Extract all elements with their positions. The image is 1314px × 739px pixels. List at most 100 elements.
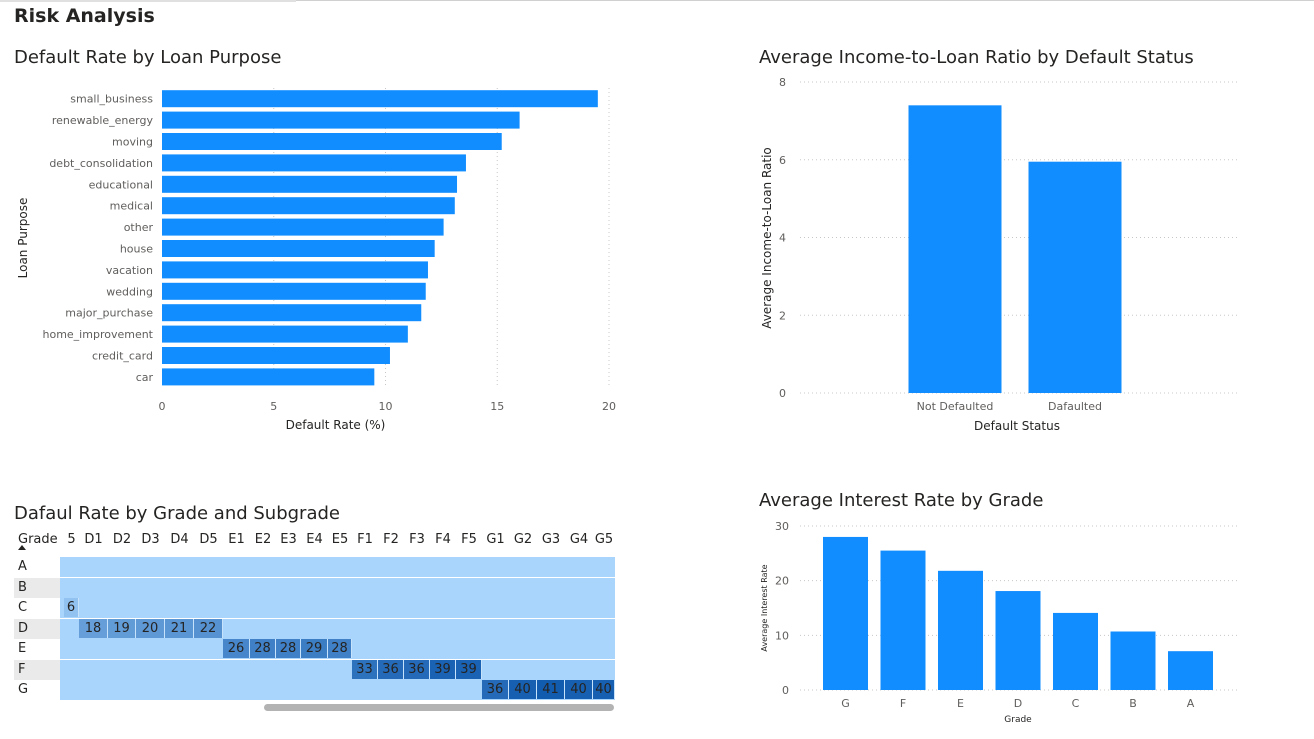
matrix-column-header: 5 bbox=[67, 532, 76, 547]
matrix-row-label: A bbox=[14, 557, 60, 577]
bar-medical bbox=[162, 197, 455, 215]
y-tick-label: major_purchase bbox=[65, 307, 153, 320]
matrix-cell[interactable]: 40 bbox=[509, 680, 537, 699]
chart-title-interest-by-grade: Average Interest Rate by Grade bbox=[759, 490, 1044, 511]
matrix-cell[interactable]: 36 bbox=[482, 680, 509, 699]
x-tick-label: Dafaulted bbox=[1048, 400, 1102, 413]
matrix-row-a[interactable]: A bbox=[14, 557, 615, 577]
bar-grade-e bbox=[938, 570, 983, 690]
bar-moving bbox=[162, 133, 502, 150]
x-tick-label: E bbox=[957, 697, 964, 710]
y-tick-label: 30 bbox=[775, 520, 789, 533]
matrix-column-header: D5 bbox=[199, 532, 218, 547]
y-tick-label: moving bbox=[112, 136, 153, 149]
matrix-cell[interactable]: 39 bbox=[430, 659, 456, 679]
matrix-horizontal-scrollbar[interactable] bbox=[264, 704, 614, 711]
matrix-row-label: B bbox=[14, 577, 60, 598]
matrix-cell[interactable]: 21 bbox=[165, 618, 194, 638]
matrix-cell[interactable]: 29 bbox=[301, 639, 328, 658]
matrix-cell[interactable]: 18 bbox=[79, 618, 108, 638]
matrix-cell[interactable]: 36 bbox=[404, 659, 430, 679]
grade-subgrade-matrix[interactable]: Grade 5 D1 D2 D3 D4 D5 E1 E2 E3 E4 E5 F1 F2 F3 F4 F5 G1 G2… bbox=[14, 529, 615, 711]
bar-house bbox=[162, 240, 435, 257]
matrix-column-header: D3 bbox=[141, 532, 160, 547]
bar-other bbox=[162, 218, 444, 236]
y-axis-title: Average Income-to-Loan Ratio bbox=[760, 147, 774, 329]
matrix-cell[interactable]: 6 bbox=[64, 598, 79, 617]
x-tick-label: 5 bbox=[270, 400, 277, 413]
x-tick-label: D bbox=[1014, 697, 1022, 710]
bar-major-purchase bbox=[162, 304, 422, 322]
y-tick-label: other bbox=[124, 221, 154, 234]
matrix-column-header: F3 bbox=[409, 532, 425, 547]
matrix-column-header: E2 bbox=[254, 532, 272, 547]
bar-grade-g bbox=[823, 536, 868, 690]
x-tick-label: G bbox=[841, 697, 850, 710]
bar-grade-b bbox=[1110, 631, 1156, 690]
matrix-cell-strip: 26 28 28 29 28 bbox=[60, 639, 615, 659]
y-axis-title: Loan Purpose bbox=[16, 198, 30, 279]
y-tick-label: 0 bbox=[782, 684, 789, 697]
y-tick-label: wedding bbox=[106, 285, 153, 298]
y-tick-label: credit_card bbox=[92, 350, 153, 363]
matrix-row-f[interactable]: F 33 36 36 39 39 bbox=[14, 659, 615, 680]
bar-debt-consolidation bbox=[162, 154, 466, 172]
matrix-cell[interactable]: 39 bbox=[456, 659, 482, 679]
matrix-cell[interactable]: 28 bbox=[276, 639, 301, 658]
chart-title-income-to-loan: Average Income-to-Loan Ratio by Default … bbox=[759, 47, 1194, 68]
x-axis-title: Default Rate (%) bbox=[286, 418, 386, 432]
matrix-column-header: G1 bbox=[486, 532, 505, 547]
matrix-row-label: E bbox=[14, 639, 60, 659]
matrix-row-d[interactable]: D 18 19 20 21 22 bbox=[14, 618, 615, 639]
matrix-cell[interactable]: 19 bbox=[108, 618, 136, 638]
y-tick-label: vacation bbox=[106, 264, 153, 277]
bar-wedding bbox=[162, 282, 426, 300]
matrix-cell[interactable]: 36 bbox=[378, 659, 404, 679]
matrix-column-header: F4 bbox=[435, 532, 451, 547]
y-tick-label: small_business bbox=[70, 93, 153, 106]
bar-grade-a bbox=[1168, 651, 1213, 690]
bar-grade-c bbox=[1053, 612, 1098, 690]
bar-vacation bbox=[162, 261, 428, 279]
matrix-row-b[interactable]: B bbox=[14, 577, 615, 598]
y-tick-label: medical bbox=[110, 200, 153, 213]
matrix-row-label: G bbox=[14, 680, 60, 700]
matrix-column-header: E1 bbox=[228, 532, 245, 547]
matrix-row-header-grade[interactable]: Grade bbox=[18, 532, 58, 547]
matrix-cell[interactable]: 40 bbox=[593, 680, 615, 699]
matrix-cell[interactable]: 28 bbox=[328, 639, 352, 658]
chart-title-grade-subgrade: Dafaul Rate by Grade and Subgrade bbox=[14, 503, 340, 524]
matrix-cell-strip: 36 40 41 40 40 bbox=[60, 680, 615, 700]
matrix-row-e[interactable]: E 26 28 28 29 28 bbox=[14, 639, 615, 659]
bar-grade-f bbox=[880, 550, 926, 690]
matrix-column-header: F2 bbox=[383, 532, 399, 547]
bar-educational bbox=[162, 175, 458, 193]
y-tick-label: home_improvement bbox=[43, 328, 154, 341]
matrix-column-header: E5 bbox=[331, 532, 349, 547]
matrix-cell[interactable]: 33 bbox=[352, 659, 378, 679]
y-tick-label: educational bbox=[89, 178, 153, 191]
x-tick-label: Not Defaulted bbox=[917, 400, 994, 413]
matrix-cell[interactable]: 40 bbox=[565, 680, 593, 699]
x-tick-label: 20 bbox=[602, 400, 616, 413]
matrix-cell-strip: 33 36 36 39 39 bbox=[60, 659, 615, 680]
matrix-cell-strip: 18 19 20 21 22 bbox=[60, 618, 615, 639]
y-tick-label: 2 bbox=[779, 309, 786, 322]
matrix-cell-strip bbox=[60, 557, 615, 577]
matrix-cell[interactable]: 28 bbox=[250, 639, 276, 658]
matrix-cell[interactable]: 20 bbox=[136, 618, 165, 638]
matrix-cell-strip bbox=[60, 577, 615, 598]
page-title: Risk Analysis bbox=[14, 5, 155, 27]
y-tick-label: 4 bbox=[779, 232, 786, 245]
matrix-column-header: D2 bbox=[112, 532, 132, 547]
matrix-cell[interactable]: 22 bbox=[194, 618, 223, 638]
sort-ascending-icon[interactable] bbox=[18, 545, 26, 550]
matrix-cell[interactable]: 41 bbox=[537, 680, 565, 699]
matrix-cell[interactable]: 26 bbox=[223, 639, 250, 658]
matrix-row-g[interactable]: G 36 40 41 40 40 bbox=[14, 680, 615, 700]
y-tick-label: house bbox=[120, 243, 153, 256]
